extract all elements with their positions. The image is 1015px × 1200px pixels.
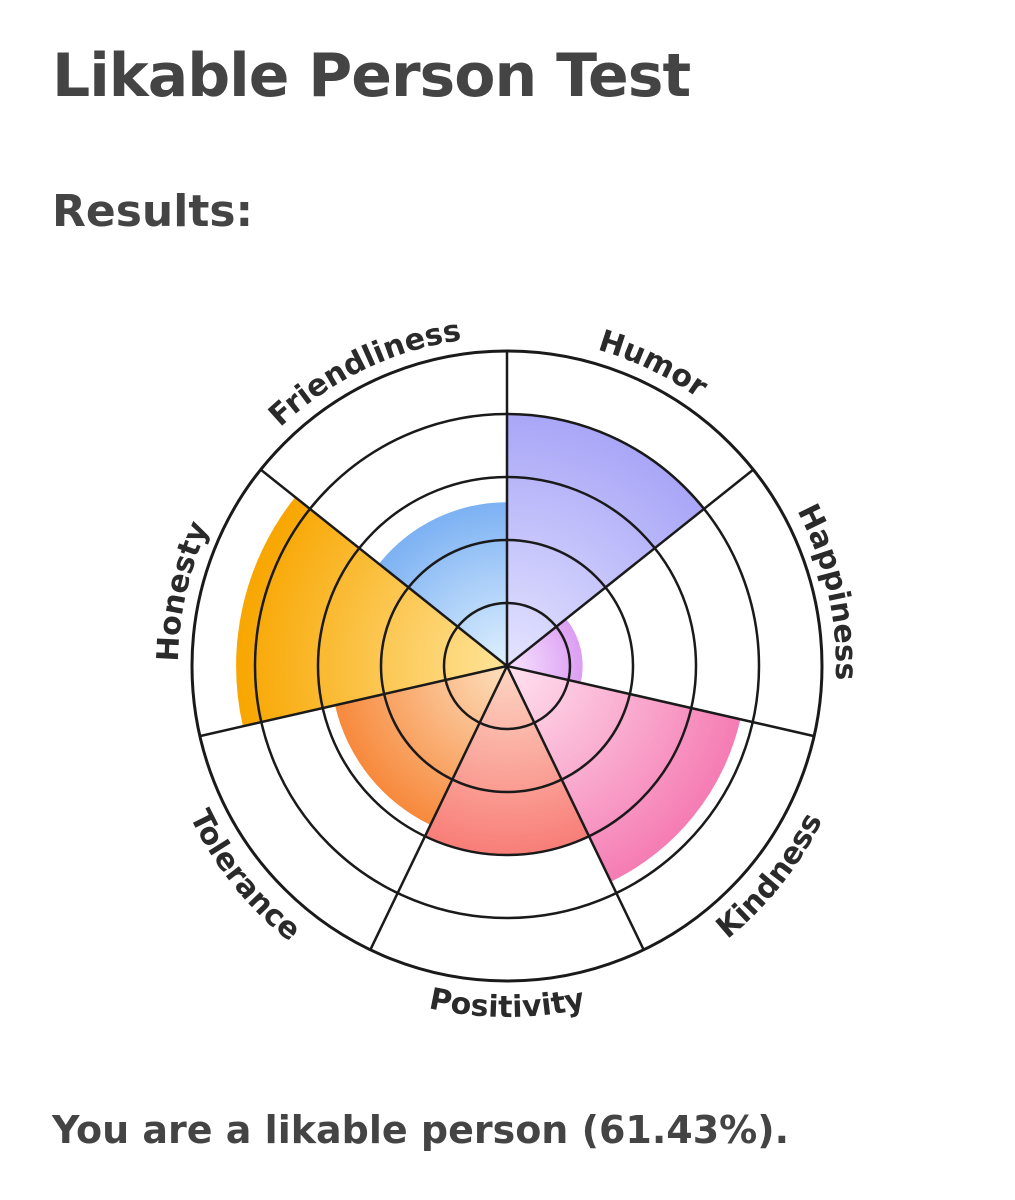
sector-layer <box>236 414 741 882</box>
result-prefix: You are a likable person <box>52 1108 582 1152</box>
result-statement: You are a likable person (61.43%). <box>52 1108 789 1154</box>
page-title: Likable Person Test <box>52 41 691 111</box>
results-chart: Humor Happiness Kindness Positivity Toleranc… <box>0 300 1015 1050</box>
grid-spoke-7 <box>259 468 508 667</box>
sector-tolerance <box>335 666 507 825</box>
axis-label-humor: Humor <box>594 324 713 405</box>
grid-spoke-2 <box>506 468 755 667</box>
axis-label-friendliness: Friendliness <box>262 313 463 433</box>
result-suffix: . <box>774 1108 790 1152</box>
grid-spoke-5 <box>369 665 509 951</box>
axis-label-tolerance: Tolerance <box>182 804 307 948</box>
axis-label-honesty: Honesty <box>151 516 216 662</box>
sector-positivity <box>424 666 590 856</box>
result-score: (61.43%) <box>581 1108 775 1152</box>
grid-spoke-4 <box>505 665 645 951</box>
grid-spoke-6 <box>199 664 508 738</box>
axis-label-happiness: Happiness <box>790 499 863 681</box>
grid-layer <box>190 349 824 983</box>
axis-label-positivity: Positivity <box>426 982 588 1025</box>
sector-honesty <box>236 497 508 727</box>
sector-kindness <box>507 666 741 882</box>
grid-spoke-3 <box>506 664 815 738</box>
results-heading: Results: <box>52 186 254 237</box>
axis-label-kindness: Kindness <box>710 808 830 946</box>
sector-happiness <box>507 618 583 683</box>
sector-humor <box>507 414 705 666</box>
polar-area-chart: Humor Happiness Kindness Positivity Toleranc… <box>151 313 863 1025</box>
